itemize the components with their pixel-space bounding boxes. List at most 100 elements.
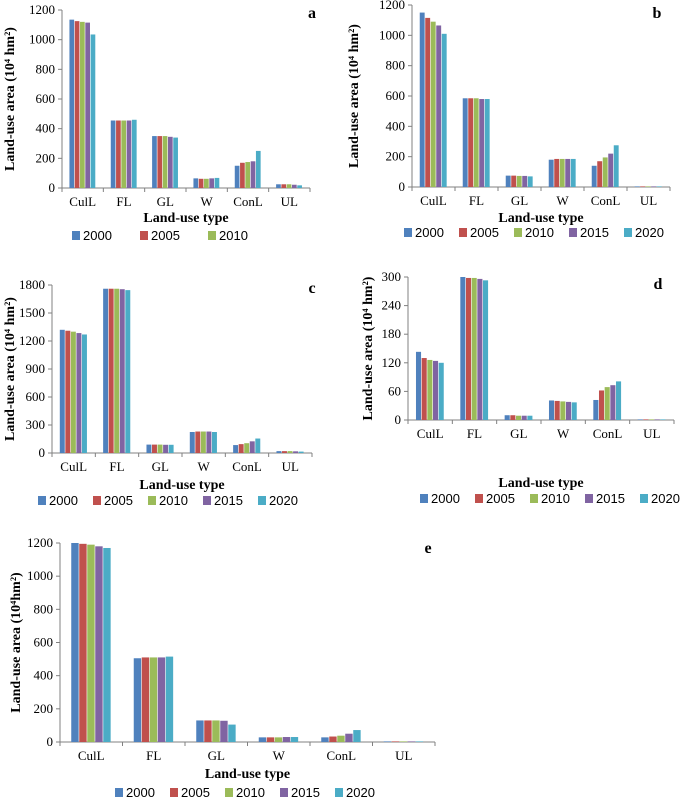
legend-swatch bbox=[225, 788, 233, 797]
x-tick-label: W bbox=[198, 459, 211, 474]
legend-label: 2010 bbox=[236, 785, 265, 800]
x-tick-label: W bbox=[201, 194, 214, 209]
bar-GL-2015 bbox=[220, 720, 228, 742]
bar-CulL-2015 bbox=[433, 360, 439, 420]
y-tick-label: 800 bbox=[386, 58, 406, 73]
bar-FL-2010 bbox=[149, 657, 158, 742]
bar-FL-2005 bbox=[141, 657, 150, 742]
bar-ConL-2005 bbox=[329, 736, 337, 742]
bar-CulL-2010 bbox=[427, 359, 433, 420]
panel-letter: c bbox=[308, 280, 315, 297]
x-tick-label: UL bbox=[281, 194, 298, 209]
legend-label: 2020 bbox=[651, 491, 680, 506]
x-tick-label: UL bbox=[640, 193, 657, 208]
x-tick-label: CulL bbox=[420, 193, 447, 208]
legend-swatch bbox=[569, 228, 577, 237]
x-tick-label: FL bbox=[467, 426, 482, 441]
bar-UL-2000 bbox=[634, 186, 640, 187]
bar-GL-2015 bbox=[167, 136, 173, 188]
bar-ConL-2005 bbox=[598, 390, 605, 420]
y-tick-label: 400 bbox=[36, 121, 56, 136]
bar-W-2015 bbox=[565, 158, 571, 187]
y-axis-label: Land-use area (10⁴ hm²) bbox=[347, 24, 362, 168]
bar-GL-2020 bbox=[168, 444, 174, 453]
bar-UL-2010 bbox=[399, 741, 408, 742]
bar-GL-2005 bbox=[511, 175, 517, 188]
legend-entry-2005: 2005 bbox=[475, 491, 515, 506]
x-tick-label: CulL bbox=[69, 194, 96, 209]
legend-entry-2010: 2010 bbox=[148, 493, 188, 508]
bar-W-2010 bbox=[200, 431, 206, 453]
y-tick-label: 1000 bbox=[27, 568, 53, 583]
x-tick-label: GL bbox=[511, 193, 528, 208]
bar-FL-2005 bbox=[465, 277, 472, 420]
bar-W-2010 bbox=[274, 737, 283, 742]
bar-UL-2015 bbox=[293, 451, 299, 453]
legend-label: 2015 bbox=[580, 225, 609, 240]
legend-label: 2005 bbox=[486, 491, 515, 506]
y-axis-label: Land-use area (10⁴hm²) bbox=[9, 572, 24, 713]
panel-letter: d bbox=[654, 276, 663, 293]
legend-entry-2005: 2005 bbox=[140, 228, 180, 243]
y-tick-label: 300 bbox=[26, 417, 46, 432]
bar-ConL-2015 bbox=[250, 161, 256, 188]
bar-W-2010 bbox=[559, 158, 565, 187]
bar-ConL-2000 bbox=[233, 445, 239, 453]
bar-UL-2005 bbox=[281, 184, 287, 188]
legend-label: 2000 bbox=[49, 493, 78, 508]
chart-panel-e: 0 200 400 600 800 1000 1200 CulL FL GL W ConL UL Land… bbox=[9, 535, 436, 800]
bar-W-2020 bbox=[571, 402, 577, 420]
bar-UL-2020 bbox=[415, 741, 424, 742]
x-tick-label: GL bbox=[157, 194, 174, 209]
bar-ConL-2000 bbox=[593, 399, 599, 420]
x-tick-label: ConL bbox=[233, 194, 263, 209]
bar-CulL-2000 bbox=[71, 543, 79, 742]
legend-entry-2020: 2020 bbox=[640, 491, 680, 506]
legend-swatch bbox=[514, 228, 522, 237]
bar-GL-2015 bbox=[522, 175, 528, 187]
bar-CulL-2020 bbox=[90, 34, 96, 188]
x-axis-label: Land-use type bbox=[498, 476, 583, 491]
x-tick-label: FL bbox=[146, 748, 161, 763]
bar-ConL-2010 bbox=[337, 735, 345, 742]
legend-label: 2020 bbox=[269, 493, 298, 508]
bar-W-2005 bbox=[266, 737, 275, 742]
bar-UL-2015 bbox=[407, 741, 416, 742]
x-tick-label: UL bbox=[282, 459, 299, 474]
bar-CulL-2010 bbox=[80, 21, 85, 189]
legend-label: 2000 bbox=[431, 491, 460, 506]
bar-ConL-2010 bbox=[244, 443, 250, 453]
y-tick-label: 600 bbox=[26, 389, 46, 404]
legend-label: 2010 bbox=[541, 491, 570, 506]
bar-GL-2000 bbox=[196, 720, 204, 742]
bar-GL-2010 bbox=[516, 175, 522, 187]
legend-entry-2000: 2000 bbox=[404, 225, 444, 240]
bar-ConL-2000 bbox=[321, 737, 329, 742]
y-tick-label: 600 bbox=[36, 91, 56, 106]
bar-FL-2015 bbox=[126, 120, 132, 188]
x-tick-label: GL bbox=[208, 748, 225, 763]
bar-FL-2010 bbox=[473, 98, 479, 187]
bar-ConL-2005 bbox=[238, 444, 244, 453]
bar-GL-2010 bbox=[162, 136, 168, 188]
bar-CulL-2000 bbox=[415, 351, 422, 420]
bar-ConL-2010 bbox=[245, 162, 251, 188]
x-tick-label: W bbox=[556, 193, 569, 208]
bar-UL-2005 bbox=[640, 186, 646, 187]
bar-CulL-2005 bbox=[425, 17, 431, 187]
bar-UL-2020 bbox=[656, 186, 662, 187]
bar-GL-2005 bbox=[204, 720, 212, 742]
bar-FL-2000 bbox=[110, 120, 116, 188]
bar-W-2020 bbox=[290, 737, 299, 742]
legend-swatch bbox=[203, 496, 211, 505]
bar-ConL-2020 bbox=[255, 438, 261, 453]
bar-CulL-2010 bbox=[70, 331, 76, 453]
bar-CulL-2020 bbox=[438, 362, 444, 420]
y-tick-label: 0 bbox=[395, 412, 402, 427]
bar-GL-2010 bbox=[516, 415, 522, 420]
bar-UL-2005 bbox=[643, 419, 649, 420]
legend-swatch bbox=[170, 788, 178, 797]
bar-CulL-2015 bbox=[85, 22, 90, 188]
legend-label: 2005 bbox=[104, 493, 133, 508]
legend-label: 2015 bbox=[596, 491, 625, 506]
